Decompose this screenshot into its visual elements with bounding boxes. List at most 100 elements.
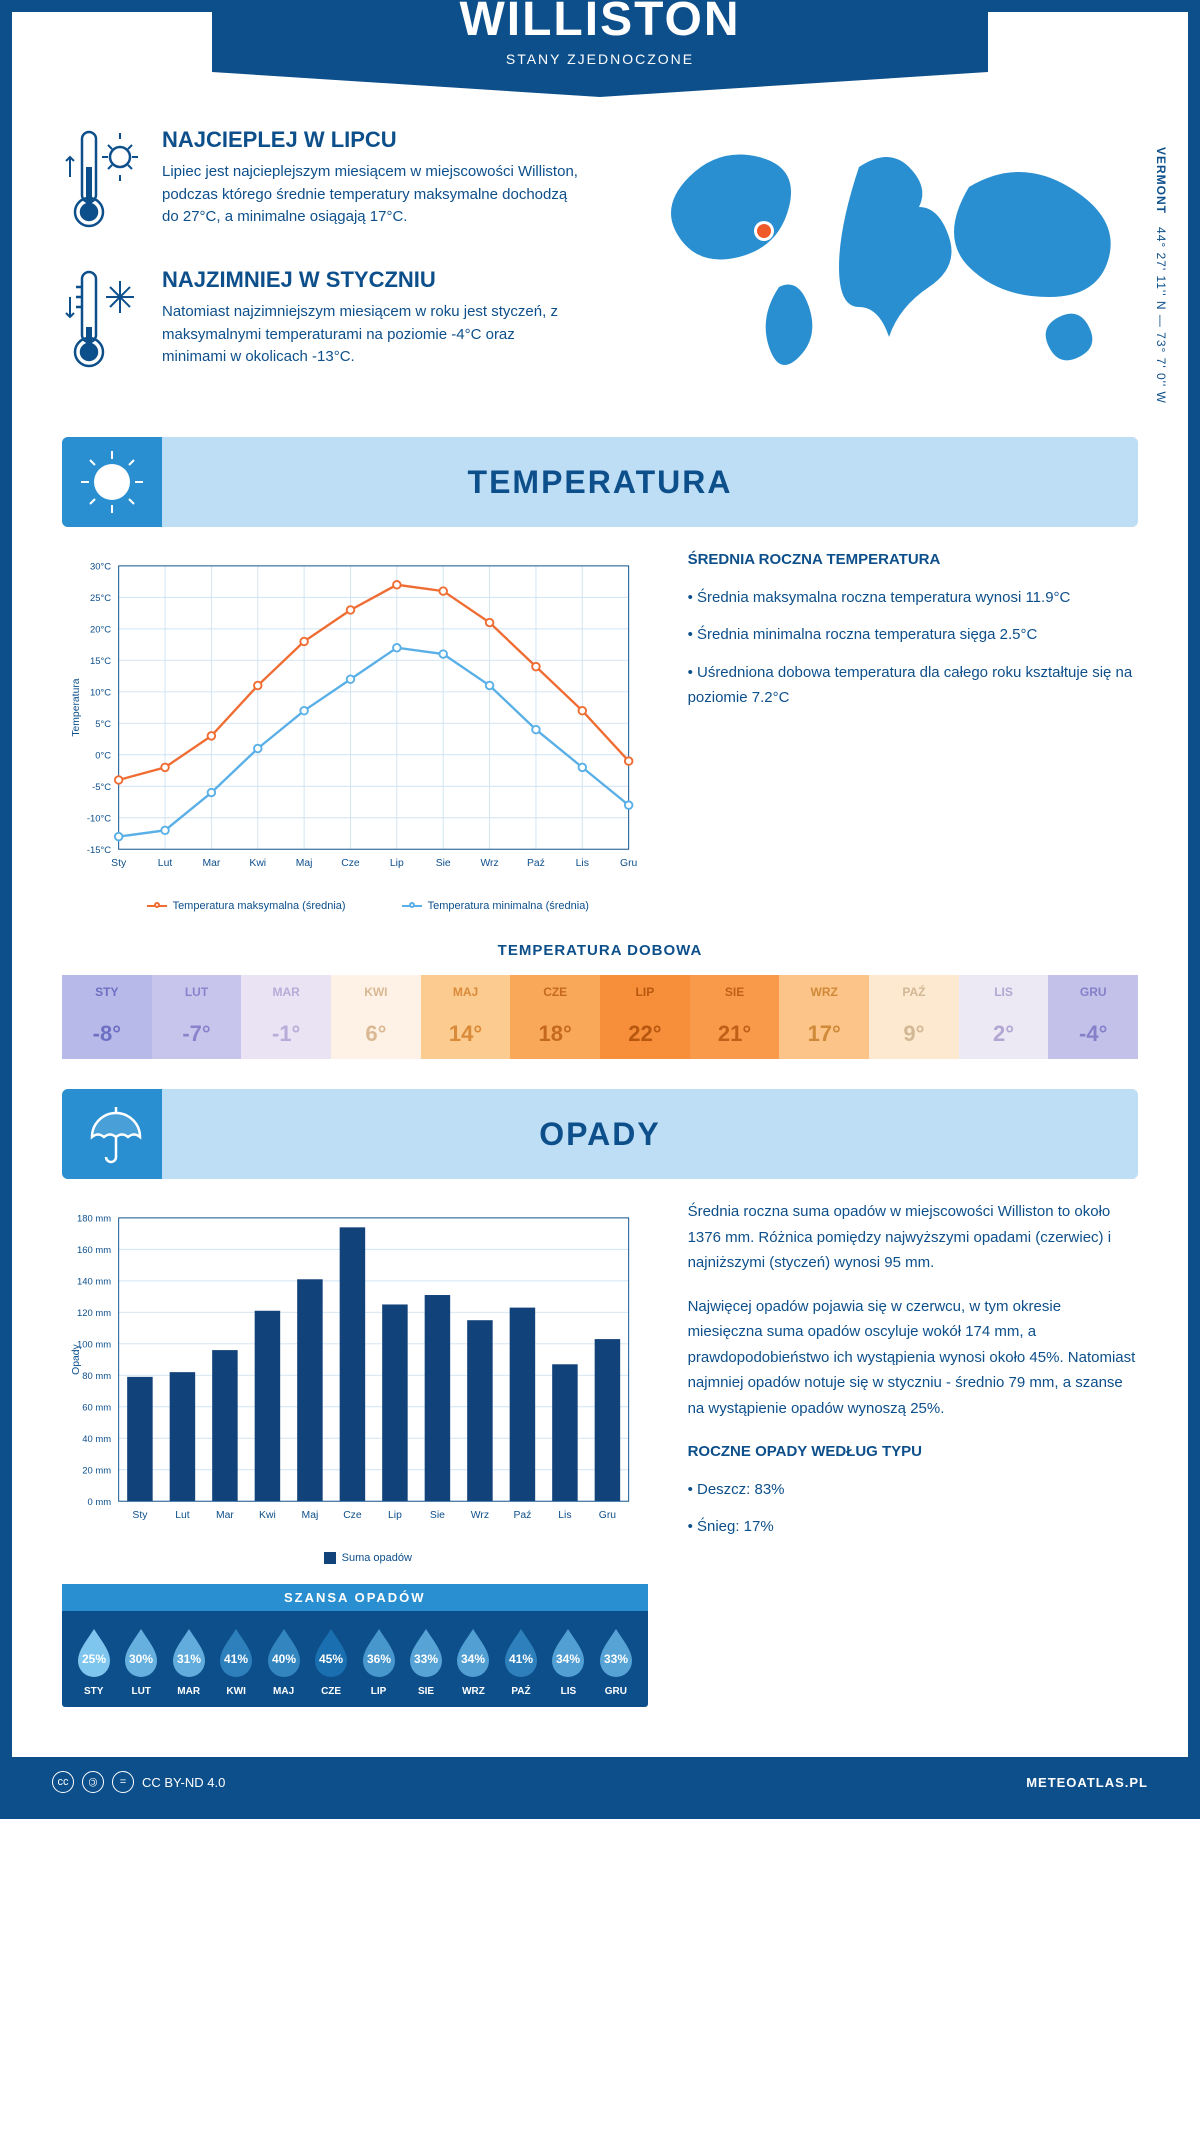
daily-temp-title: TEMPERATURA DOBOWA xyxy=(62,942,1138,959)
daily-temp-table: STY-8°LUT-7°MAR-1°KWI6°MAJ14°CZE18°LIP22… xyxy=(62,975,1138,1059)
svg-text:Kwi: Kwi xyxy=(249,858,266,869)
daily-temp-cell: GRU-4° xyxy=(1048,975,1138,1059)
warmest-text: Lipiec jest najcieplejszym miesiącem w m… xyxy=(162,161,580,229)
svg-text:15°C: 15°C xyxy=(90,656,111,667)
svg-text:40%: 40% xyxy=(272,1652,296,1666)
country-subtitle: STANY ZJEDNOCZONE xyxy=(212,51,988,67)
svg-text:34%: 34% xyxy=(461,1652,485,1666)
svg-text:36%: 36% xyxy=(367,1652,391,1666)
chance-drop: 34%LIS xyxy=(547,1625,590,1697)
thermometer-hot-icon xyxy=(62,127,142,237)
svg-text:-5°C: -5°C xyxy=(92,782,111,793)
svg-text:-15°C: -15°C xyxy=(87,845,111,856)
precip-type-title: ROCZNE OPADY WEDŁUG TYPU xyxy=(688,1439,1138,1465)
coldest-block: NAJZIMNIEJ W STYCZNIU Natomiast najzimni… xyxy=(62,267,580,377)
coldest-text: Natomiast najzimniejszym miesiącem w rok… xyxy=(162,301,580,369)
daily-temp-cell: SIE21° xyxy=(690,975,780,1059)
svg-text:Lis: Lis xyxy=(576,858,589,869)
license-text: CC BY-ND 4.0 xyxy=(142,1775,225,1790)
legend-item: Temperatura minimalna (średnia) xyxy=(376,900,589,912)
svg-text:25%: 25% xyxy=(82,1652,106,1666)
temperature-line-chart: -15°C-10°C-5°C0°C5°C10°C15°C20°C25°C30°C… xyxy=(62,547,648,887)
svg-text:180 mm: 180 mm xyxy=(77,1214,111,1225)
svg-text:Gru: Gru xyxy=(599,1510,617,1521)
precip-text-2: Najwięcej opadów pojawia się w czerwcu, … xyxy=(688,1294,1138,1422)
svg-text:5°C: 5°C xyxy=(95,719,111,730)
temp-bullet: • Średnia maksymalna roczna temperatura … xyxy=(688,585,1138,611)
site-name: METEOATLAS.PL xyxy=(1026,1775,1148,1790)
precip-type: • Śnieg: 17% xyxy=(688,1514,1138,1540)
chance-title: SZANSA OPADÓW xyxy=(62,1584,648,1611)
svg-text:Cze: Cze xyxy=(341,858,360,869)
temp-bullet: • Średnia minimalna roczna temperatura s… xyxy=(688,622,1138,648)
avg-temp-title: ŚREDNIA ROCZNA TEMPERATURA xyxy=(688,547,1138,573)
chance-drop: 41%KWI xyxy=(214,1625,257,1697)
svg-text:Sty: Sty xyxy=(111,858,127,869)
svg-text:140 mm: 140 mm xyxy=(77,1277,111,1288)
daily-temp-cell: CZE18° xyxy=(510,975,600,1059)
sun-icon xyxy=(77,447,147,517)
svg-text:Lis: Lis xyxy=(558,1510,571,1521)
coldest-title: NAJZIMNIEJ W STYCZNIU xyxy=(162,267,580,293)
precipitation-banner: OPADY xyxy=(62,1089,1138,1179)
chance-drop: 45%CZE xyxy=(309,1625,352,1697)
svg-text:41%: 41% xyxy=(224,1652,248,1666)
daily-temp-cell: MAJ14° xyxy=(421,975,511,1059)
svg-text:Lut: Lut xyxy=(175,1510,190,1521)
svg-text:20 mm: 20 mm xyxy=(82,1466,111,1477)
svg-text:Maj: Maj xyxy=(296,858,313,869)
svg-text:Mar: Mar xyxy=(202,858,220,869)
svg-text:20°C: 20°C xyxy=(90,625,111,636)
svg-text:34%: 34% xyxy=(556,1652,580,1666)
daily-temp-cell: LUT-7° xyxy=(152,975,242,1059)
temperature-title: TEMPERATURA xyxy=(162,464,1138,501)
daily-temp-cell: WRZ17° xyxy=(779,975,869,1059)
svg-text:10°C: 10°C xyxy=(90,688,111,699)
chance-drop: 33%SIE xyxy=(404,1625,447,1697)
nd-icon: = xyxy=(112,1771,134,1793)
svg-text:160 mm: 160 mm xyxy=(77,1245,111,1256)
svg-text:Paź: Paź xyxy=(527,858,545,869)
svg-text:Opady: Opady xyxy=(71,1343,82,1374)
svg-text:Lut: Lut xyxy=(158,858,173,869)
umbrella-icon xyxy=(77,1099,147,1169)
svg-text:40 mm: 40 mm xyxy=(82,1434,111,1445)
svg-text:Gru: Gru xyxy=(620,858,638,869)
precipitation-title: OPADY xyxy=(162,1116,1138,1153)
svg-text:Cze: Cze xyxy=(343,1510,362,1521)
svg-text:25°C: 25°C xyxy=(90,593,111,604)
svg-text:0°C: 0°C xyxy=(95,751,111,762)
chance-drop: 36%LIP xyxy=(357,1625,400,1697)
svg-text:Kwi: Kwi xyxy=(259,1510,276,1521)
chance-drop: 31%MAR xyxy=(167,1625,210,1697)
chance-drop: 30%LUT xyxy=(119,1625,162,1697)
svg-text:30%: 30% xyxy=(129,1652,153,1666)
svg-text:100 mm: 100 mm xyxy=(77,1340,111,1351)
svg-text:Sty: Sty xyxy=(132,1510,148,1521)
warmest-block: NAJCIEPLEJ W LIPCU Lipiec jest najcieple… xyxy=(62,127,580,237)
world-map xyxy=(620,127,1138,387)
legend-item: Temperatura maksymalna (średnia) xyxy=(121,900,346,912)
chance-drop: 34%WRZ xyxy=(452,1625,495,1697)
by-icon: 🄯 xyxy=(82,1771,104,1793)
svg-text:41%: 41% xyxy=(509,1652,533,1666)
svg-text:31%: 31% xyxy=(177,1652,201,1666)
daily-temp-cell: LIS2° xyxy=(959,975,1049,1059)
cc-icon: cc xyxy=(52,1771,74,1793)
svg-text:Maj: Maj xyxy=(302,1510,319,1521)
svg-text:30°C: 30°C xyxy=(90,562,111,573)
svg-text:Wrz: Wrz xyxy=(480,858,498,869)
chance-drop: 33%GRU xyxy=(594,1625,637,1697)
precipitation-legend: Suma opadów xyxy=(62,1552,648,1564)
precip-type: • Deszcz: 83% xyxy=(688,1477,1138,1503)
thermometer-cold-icon xyxy=(62,267,142,377)
svg-text:Mar: Mar xyxy=(216,1510,234,1521)
precipitation-chance-panel: SZANSA OPADÓW 25%STY30%LUT31%MAR41%KWI40… xyxy=(62,1584,648,1707)
svg-text:Sie: Sie xyxy=(430,1510,445,1521)
svg-text:Lip: Lip xyxy=(388,1510,402,1521)
footer: cc 🄯 = CC BY-ND 4.0 METEOATLAS.PL xyxy=(12,1757,1188,1807)
coordinates-label: VERMONT 44° 27' 11'' N — 73° 7' 0'' W xyxy=(1154,147,1168,404)
precip-text-1: Średnia roczna suma opadów w miejscowośc… xyxy=(688,1199,1138,1276)
svg-text:120 mm: 120 mm xyxy=(77,1308,111,1319)
svg-text:Paź: Paź xyxy=(513,1510,531,1521)
